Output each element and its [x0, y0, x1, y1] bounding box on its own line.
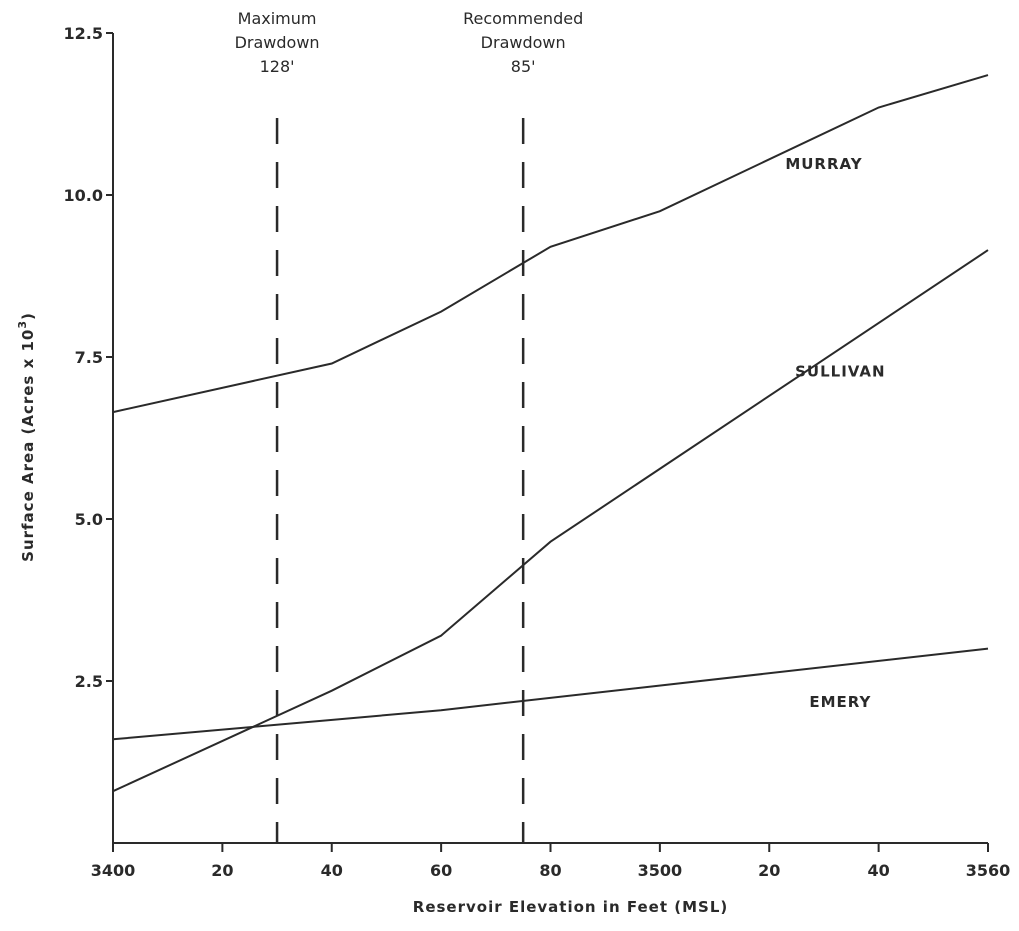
y-axis-title-main: Surface Area (Acres x 10 — [19, 329, 37, 562]
x-tick-label: 60 — [430, 861, 452, 880]
x-tick-label: 3400 — [91, 861, 136, 880]
x-tick-label: 20 — [211, 861, 233, 880]
x-tick-label: 40 — [867, 861, 889, 880]
y-tick-label: 12.5 — [64, 24, 103, 43]
series-line-emery — [112, 647, 989, 741]
y-axis-title-end: ) — [19, 312, 37, 320]
y-tick-label: 5.0 — [75, 510, 103, 529]
x-tick-label: 80 — [539, 861, 561, 880]
series-label-murray: MURRAY — [785, 155, 862, 173]
drawdown-annotation-line: Drawdown — [481, 33, 566, 52]
drawdown-annotation-line: Recommended — [463, 9, 583, 28]
series-label-sullivan: SULLIVAN — [795, 362, 885, 380]
drawdown-annotation-line: 85' — [511, 57, 536, 76]
series-line-sullivan — [112, 249, 989, 793]
drawdown-annotation-line: Maximum — [238, 9, 317, 28]
y-tick-label: 10.0 — [64, 186, 103, 205]
x-axis-title: Reservoir Elevation in Feet (MSL) — [413, 898, 728, 916]
x-tick-label: 3500 — [638, 861, 683, 880]
series-line-murray — [112, 74, 989, 414]
y-axis-title: Surface Area (Acres x 103) — [16, 312, 37, 562]
reference-lines: Maximum Drawdown 128' Recommended Drawdown 85… — [235, 9, 583, 843]
series-label-emery: EMERY — [809, 693, 871, 711]
y-axis-title-superscript: 3 — [16, 320, 29, 329]
drawdown-annotation-line: 128' — [260, 57, 295, 76]
x-tick-label: 20 — [758, 861, 780, 880]
series-lines — [112, 74, 989, 793]
ticks: 3400 20 40 60 80 3500 20 40 3560 2.5 5.0 7.5 10.0 12.… — [64, 24, 1011, 880]
y-tick-label: 2.5 — [75, 672, 103, 691]
x-tick-label: 40 — [321, 861, 343, 880]
labels: MURRAY SULLIVAN EMERY — [785, 155, 885, 711]
x-tick-label: 3560 — [966, 861, 1011, 880]
drawdown-annotation-line: Drawdown — [235, 33, 320, 52]
y-tick-label: 7.5 — [75, 348, 103, 367]
